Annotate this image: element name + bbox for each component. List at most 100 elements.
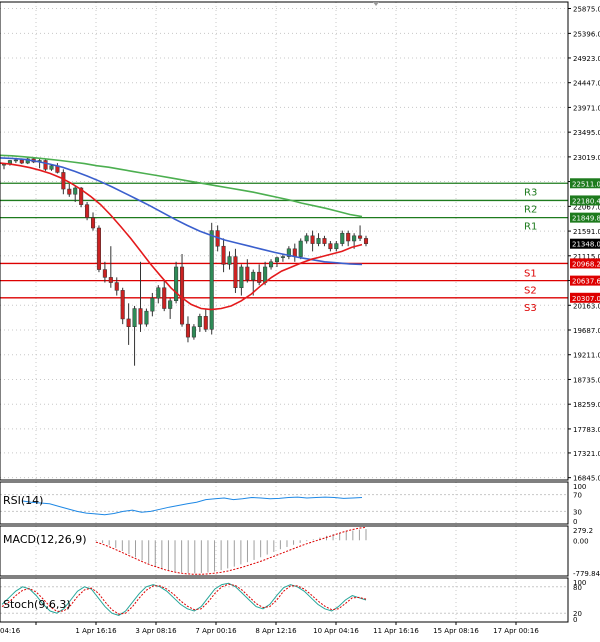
y-tick-label: 22067.0 bbox=[573, 203, 600, 211]
candle-body bbox=[227, 256, 232, 265]
candle-body bbox=[162, 287, 167, 309]
y-tick-label: 21115.0 bbox=[573, 253, 600, 261]
x-tick-label: 04:16 bbox=[0, 627, 21, 635]
candle-body bbox=[120, 290, 125, 320]
candle-body bbox=[328, 243, 333, 250]
y-tick-label: 23019.0 bbox=[573, 154, 600, 162]
candle-body bbox=[203, 316, 208, 330]
ma-mid-line bbox=[0, 157, 363, 266]
level-price-label: 22180.4 bbox=[572, 197, 600, 205]
candle-body bbox=[233, 256, 238, 289]
macd-tick-label: 0.00 bbox=[573, 537, 589, 545]
candle-body bbox=[85, 204, 90, 218]
candle-body bbox=[280, 256, 285, 258]
rsi-title: RSI(14) bbox=[3, 494, 43, 507]
level-name-s1: S1 bbox=[524, 268, 537, 279]
candle-body bbox=[209, 230, 214, 330]
candle-body bbox=[25, 158, 30, 164]
level-name-r3: R3 bbox=[524, 187, 537, 198]
candle-body bbox=[274, 257, 280, 263]
candle-body bbox=[156, 287, 161, 299]
stoch-tick-label: 0 bbox=[573, 616, 577, 624]
candle-body bbox=[221, 245, 226, 265]
candle-body bbox=[126, 318, 131, 327]
candle-body bbox=[43, 160, 48, 170]
level-name-s2: S2 bbox=[524, 286, 537, 297]
stoch-d-line bbox=[1, 583, 367, 615]
rsi-tick-label: 100 bbox=[573, 483, 586, 491]
candle-body bbox=[132, 308, 137, 327]
candle-body bbox=[298, 240, 303, 257]
candle-body bbox=[79, 187, 84, 205]
y-tick-label: 19211.0 bbox=[573, 352, 600, 360]
candle-body bbox=[138, 308, 143, 325]
level-price-bg bbox=[570, 275, 600, 286]
stoch-tick-label: 20 bbox=[573, 610, 582, 618]
candle-body bbox=[239, 266, 244, 289]
candle-body bbox=[19, 159, 24, 164]
rsi-tick-label: 70 bbox=[573, 492, 582, 500]
candle-body bbox=[144, 310, 149, 325]
candle-body bbox=[150, 297, 155, 312]
x-tick-label: 17 Apr 00:16 bbox=[493, 627, 539, 635]
y-tick-label: 18259.0 bbox=[573, 401, 600, 409]
level-name-s3: S3 bbox=[524, 303, 537, 314]
candle-body bbox=[197, 316, 202, 327]
level-price-label: 20637.6 bbox=[572, 278, 600, 286]
y-tick-label: 16845.0 bbox=[573, 475, 600, 483]
x-tick-label: 15 Apr 08:16 bbox=[433, 627, 479, 635]
candle-body bbox=[352, 235, 357, 242]
macd-title: MACD(12,26,9) bbox=[3, 533, 87, 546]
candle-body bbox=[286, 248, 291, 257]
level-price-bg bbox=[570, 258, 600, 269]
candle-body bbox=[185, 323, 190, 338]
panel-frame-macd bbox=[0, 525, 569, 577]
level-price-label: 22511.0 bbox=[572, 180, 600, 188]
macd-signal-line bbox=[95, 526, 367, 575]
candle-body bbox=[49, 165, 54, 170]
level-name-r1: R1 bbox=[524, 222, 537, 233]
candle-body bbox=[96, 227, 101, 270]
x-tick-label: 11 Apr 16:16 bbox=[373, 627, 419, 635]
panel-frame-rsi bbox=[0, 481, 569, 525]
candle-body bbox=[269, 261, 274, 268]
candle-body bbox=[73, 187, 78, 195]
macd-panel: MACD(12,26,9) bbox=[3, 526, 367, 575]
stoch-k-line bbox=[1, 582, 367, 616]
scroll-marker bbox=[373, 2, 379, 6]
candle-body bbox=[13, 159, 18, 162]
current-price-bg bbox=[570, 238, 600, 249]
x-tick-label: 8 Apr 12:16 bbox=[255, 627, 297, 635]
level-price-label: 20307.0 bbox=[572, 295, 600, 303]
y-tick-label: 25396.0 bbox=[573, 30, 600, 38]
rsi-line bbox=[21, 496, 363, 516]
rsi-tick-label: 0 bbox=[573, 518, 577, 526]
candle-body bbox=[108, 277, 113, 283]
x-tick-label: 10 Apr 04:16 bbox=[313, 627, 359, 635]
stoch-title: Stoch(9,6,3) bbox=[3, 598, 71, 611]
candle-body bbox=[340, 232, 345, 244]
candle-body bbox=[174, 266, 179, 302]
candle-body bbox=[61, 172, 66, 190]
current-price-label: 21348.0 bbox=[572, 241, 600, 249]
candle-body bbox=[67, 188, 72, 195]
x-tick-label: 1 Apr 16:16 bbox=[75, 627, 117, 635]
price-panel: R3 R2 R1 S1 S2 S3 bbox=[0, 154, 568, 366]
y-tick-label: 23495.0 bbox=[573, 129, 600, 137]
stoch-panel: Stoch(9,6,3) bbox=[0, 582, 568, 616]
candle-body bbox=[257, 271, 262, 283]
panel-frame-stoch bbox=[0, 577, 569, 623]
candle-body bbox=[251, 271, 256, 281]
level-price-bg bbox=[570, 212, 600, 223]
candle-body bbox=[263, 266, 268, 283]
y-tick-label: 19687.0 bbox=[573, 327, 600, 335]
candle-body bbox=[292, 248, 297, 257]
x-tick-label: 7 Apr 00:16 bbox=[195, 627, 237, 635]
candle-body bbox=[316, 238, 321, 244]
level-price-label: 21849.8 bbox=[572, 215, 600, 223]
candle-body bbox=[346, 232, 351, 242]
candle-body bbox=[363, 238, 369, 244]
